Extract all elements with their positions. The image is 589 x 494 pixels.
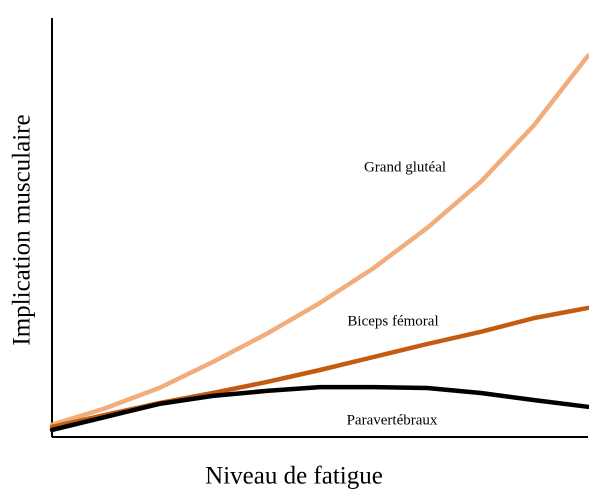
series-line (49, 53, 589, 428)
y-axis-title: Implication musculaire (9, 114, 36, 345)
x-axis-title: Niveau de fatigue (205, 463, 383, 490)
series-label: Grand glutéal (364, 159, 446, 175)
series-label: Paravertébraux (347, 412, 438, 428)
series-label: Biceps fémoral (347, 313, 438, 329)
series-line (49, 384, 589, 433)
